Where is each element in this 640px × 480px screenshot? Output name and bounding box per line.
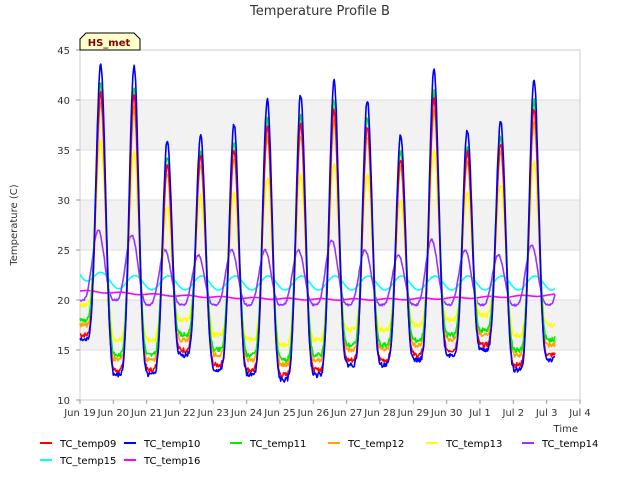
- y-axis-ticks: 10 15 20 25 30 35 40 45: [57, 46, 80, 407]
- y-tick-label: 30: [57, 196, 70, 207]
- series-lines: [79, 63, 556, 383]
- legend-label: TC_temp13: [445, 439, 502, 450]
- legend-label: TC_temp09: [59, 439, 116, 450]
- x-tick-label: Jun 28: [363, 408, 396, 419]
- grid-band: [80, 100, 580, 150]
- chart-title: Temperature Profile B: [249, 4, 390, 19]
- legend-label: TC_temp15: [59, 456, 116, 467]
- series-line-tc-temp10: [79, 63, 556, 383]
- x-tick-label: Jun 21: [130, 408, 163, 419]
- y-axis-label: Temperature (C): [9, 184, 20, 266]
- site-tag: HS_met: [79, 32, 141, 51]
- x-tick-label: Jun 30: [430, 408, 463, 419]
- legend-label: TC_temp16: [143, 456, 200, 467]
- x-tick-label: Jun 22: [163, 408, 196, 419]
- plot-area-border: [79, 49, 581, 401]
- x-axis-ticks: Jun 19 Jun 20 Jun 21 Jun 22 Jun 23 Jun 24 Jun …: [63, 400, 591, 419]
- y-tick-label: 40: [57, 96, 70, 107]
- grid-band: [80, 300, 580, 350]
- y-tick-label: 10: [57, 396, 70, 407]
- legend: TC_temp09 TC_temp10 TC_temp11 TC_temp12 TC_t…: [40, 439, 598, 467]
- series-line-tc-temp15: [79, 271, 556, 291]
- x-tick-label: Jun 19: [63, 408, 96, 419]
- x-tick-label: Jun 27: [330, 408, 363, 419]
- y-tick-label: 25: [57, 246, 70, 257]
- x-tick-label: Jul 3: [535, 408, 558, 419]
- site-tag-label: HS_met: [88, 38, 131, 49]
- grid-band: [80, 50, 580, 100]
- legend-label: TC_temp14: [541, 439, 598, 450]
- legend-label: TC_temp12: [347, 439, 404, 450]
- y-tick-label: 45: [57, 46, 70, 57]
- legend-label: TC_temp11: [249, 439, 306, 450]
- x-tick-label: Jun 25: [263, 408, 296, 419]
- grid-band: [80, 350, 580, 400]
- x-tick-label: Jun 29: [397, 408, 430, 419]
- x-tick-label: Jun 26: [297, 408, 330, 419]
- y-tick-label: 35: [57, 146, 70, 157]
- x-tick-label: Jun 24: [230, 408, 263, 419]
- x-tick-label: Jul 2: [502, 408, 525, 419]
- x-axis-label: Time: [553, 424, 578, 435]
- x-tick-label: Jul 4: [568, 408, 591, 419]
- x-tick-label: Jun 20: [97, 408, 130, 419]
- x-tick-label: Jul 1: [468, 408, 491, 419]
- x-tick-label: Jun 23: [197, 408, 230, 419]
- y-tick-label: 20: [57, 296, 70, 307]
- site-tag-box: [79, 32, 141, 51]
- legend-label: TC_temp10: [143, 439, 200, 450]
- y-tick-label: 15: [57, 346, 70, 357]
